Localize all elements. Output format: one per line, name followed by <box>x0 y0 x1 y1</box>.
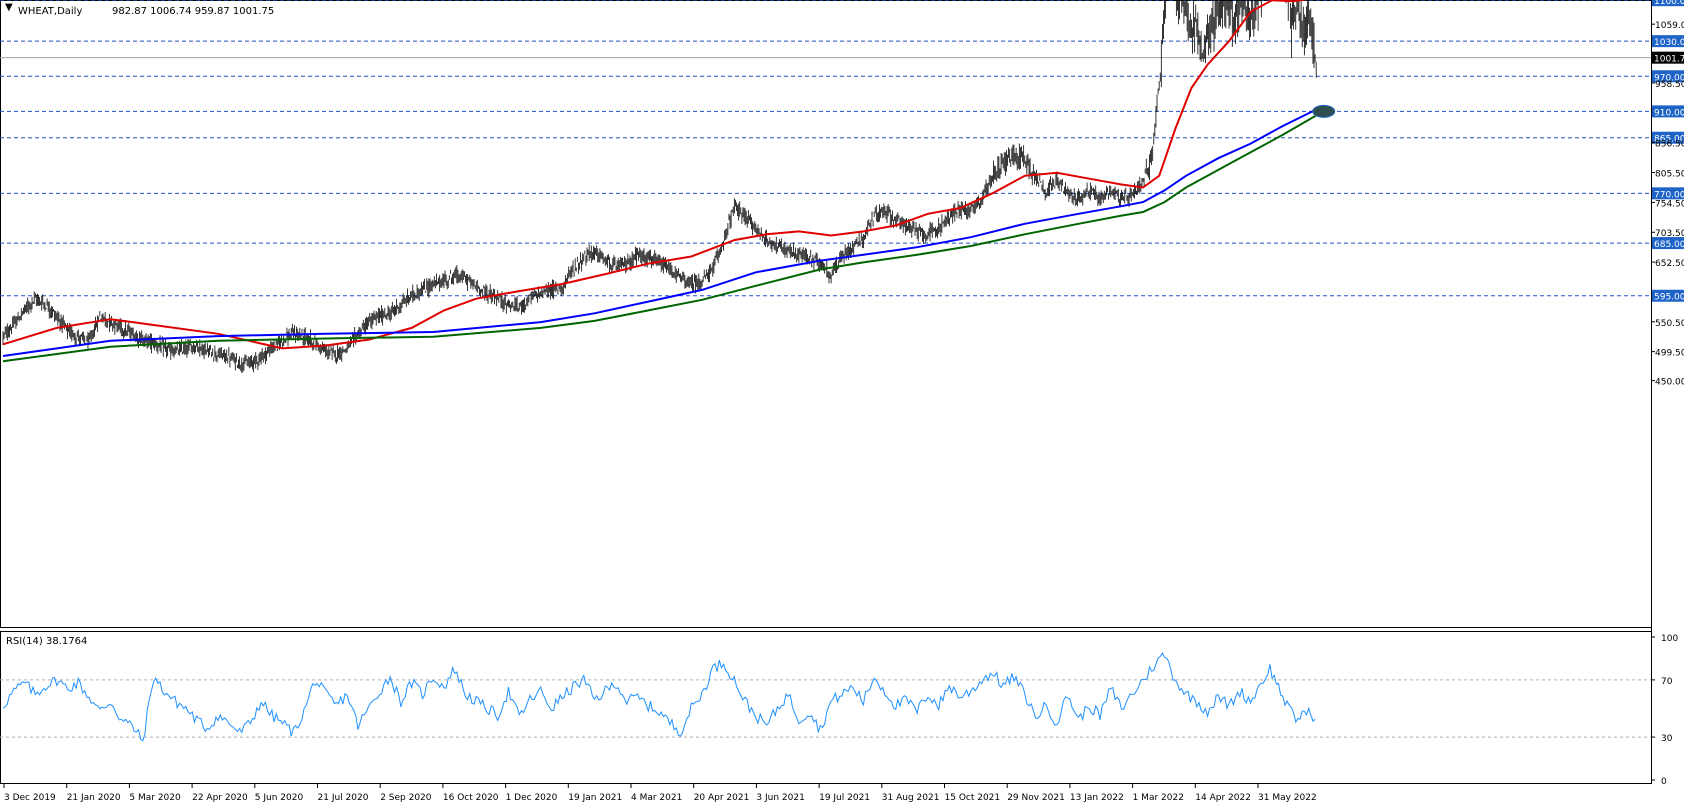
price-level-tag <box>1652 289 1684 302</box>
price-level-label: 970.00 <box>1654 73 1684 83</box>
symbol-dropdown-icon[interactable]: ▼ <box>5 2 13 13</box>
price-level-label: 685.00 <box>1654 240 1684 250</box>
price-level-label: 910.00 <box>1654 108 1684 118</box>
x-tick-label: 31 May 2022 <box>1258 793 1317 803</box>
y-tick-label: 958.50 <box>1655 80 1684 90</box>
price-level-label: 770.00 <box>1654 190 1684 200</box>
y-tick-label: 1059.00 <box>1655 21 1684 31</box>
price-level-tag <box>1652 0 1684 7</box>
price-level-label: 865.00 <box>1654 135 1684 145</box>
price-level-tag <box>1652 187 1684 200</box>
y-tick-label: 754.50 <box>1655 199 1684 209</box>
x-tick-label: 4 Mar 2021 <box>631 793 682 803</box>
price-level-tag <box>1652 70 1684 83</box>
x-tick-label: 13 Jan 2022 <box>1070 793 1124 803</box>
moving-average-line <box>2 107 1319 357</box>
x-tick-label: 1 Dec 2020 <box>506 793 558 803</box>
x-tick-label: 29 Nov 2021 <box>1007 793 1065 803</box>
last-price-label: 1001.75 <box>1654 55 1684 65</box>
y-tick-label: 499.50 <box>1655 349 1684 359</box>
moving-average-line <box>2 0 1308 350</box>
symbol-label: WHEAT,Daily <box>18 6 82 17</box>
x-tick-label: 20 Apr 2021 <box>694 793 750 803</box>
rsi-line <box>2 652 1316 742</box>
highlight-marker <box>1312 104 1336 118</box>
x-tick-label: 2 Sep 2020 <box>380 793 432 803</box>
y-tick-label: 652.50 <box>1655 259 1684 269</box>
rsi-y-tick-label: 30 <box>1661 734 1673 744</box>
rsi-label: RSI(14) 38.1764 <box>6 636 87 647</box>
y-tick-label: 805.50 <box>1655 170 1684 180</box>
x-tick-label: 16 Oct 2020 <box>443 793 499 803</box>
x-tick-label: 5 Jun 2020 <box>255 793 304 803</box>
ohlc-readout: 982.87 1006.74 959.87 1001.75 <box>112 6 274 17</box>
x-tick-label: 1 Mar 2022 <box>1133 793 1184 803</box>
x-tick-label: 5 Mar 2020 <box>129 793 181 803</box>
price-level-label: 1100.00 <box>1654 0 1684 7</box>
rsi-y-tick-label: 0 <box>1661 777 1667 787</box>
rsi-y-tick-label: 100 <box>1661 634 1678 644</box>
price-level-label: 1030.00 <box>1654 38 1684 48</box>
moving-average-line <box>2 113 1319 363</box>
y-tick-label: 450.00 <box>1655 378 1684 388</box>
x-tick-label: 21 Jul 2020 <box>318 793 369 803</box>
x-tick-label: 19 Jan 2021 <box>568 793 622 803</box>
x-tick-label: 19 Jul 2021 <box>819 793 870 803</box>
price-level-label: 595.00 <box>1654 293 1684 303</box>
x-tick-label: 21 Jan 2020 <box>67 793 121 803</box>
x-tick-label: 31 Aug 2021 <box>882 793 940 803</box>
rsi-y-tick-label: 70 <box>1661 677 1673 687</box>
x-tick-label: 14 Apr 2022 <box>1195 793 1251 803</box>
price-level-tag <box>1652 105 1684 118</box>
price-level-tag <box>1652 35 1684 48</box>
y-tick-label: 550.50 <box>1655 319 1684 329</box>
price-level-tag <box>1652 131 1684 144</box>
price-level-tag <box>1652 237 1684 250</box>
y-tick-label: 703.50 <box>1655 229 1684 239</box>
y-tick-label: 1110.00 <box>1655 0 1684 1</box>
x-tick-label: 15 Oct 2021 <box>945 793 1001 803</box>
x-tick-label: 3 Dec 2019 <box>4 793 56 803</box>
last-price-tag <box>1652 51 1684 64</box>
y-tick-label: 856.50 <box>1655 140 1684 150</box>
x-tick-label: 22 Apr 2020 <box>192 793 248 803</box>
x-tick-label: 3 Jun 2021 <box>756 793 804 803</box>
